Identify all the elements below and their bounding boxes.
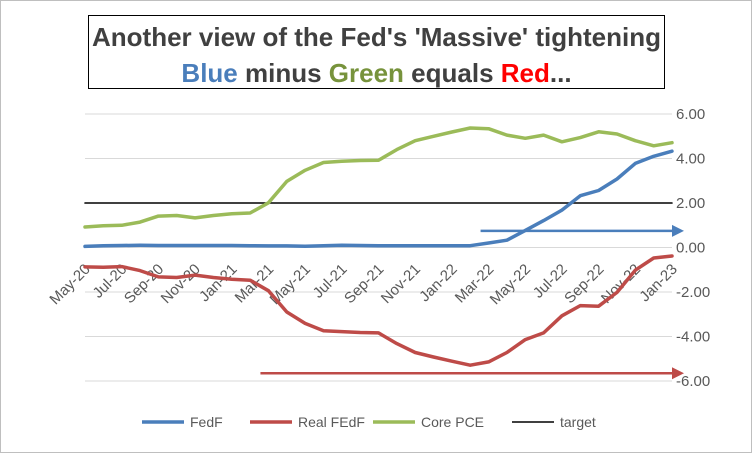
series-line-real-fedf bbox=[83, 254, 674, 367]
x-tick-label: Nov-20 bbox=[158, 261, 204, 307]
legend-label: FedF bbox=[190, 414, 223, 430]
y-tick-label: 4.00 bbox=[676, 151, 705, 168]
x-tick-label: Jan-23 bbox=[636, 261, 680, 305]
y-axis-ticks: -6.00 -4.00 -2.00 0.00 2.00 4.00 6.00 bbox=[676, 106, 710, 390]
y-tick-label: 6.00 bbox=[676, 106, 705, 123]
arrow-head bbox=[672, 367, 684, 380]
y-tick-label: -4.00 bbox=[676, 329, 710, 346]
arrow-head bbox=[672, 224, 684, 237]
subtitle-segment: Red bbox=[500, 58, 550, 88]
series-lines bbox=[83, 126, 674, 367]
annotation-arrows bbox=[260, 224, 684, 380]
y-tick-label: 0.00 bbox=[676, 240, 705, 257]
gridlines bbox=[85, 113, 672, 382]
legend-label: target bbox=[560, 414, 596, 430]
series-line-fedf bbox=[83, 149, 674, 249]
legend: FedF Real FEdF Core PCE target bbox=[142, 414, 596, 430]
x-tick-label: Sep-22 bbox=[561, 261, 607, 307]
x-axis-ticks: May-20Jul-20Sep-20Nov-20Jan-21Mar-21May-… bbox=[46, 261, 680, 308]
y-tick-label: -2.00 bbox=[676, 284, 710, 301]
y-tick-label: -6.00 bbox=[676, 373, 710, 390]
legend-label: Core PCE bbox=[421, 414, 484, 430]
x-tick-label: May-21 bbox=[267, 261, 314, 308]
subtitle-segment: ... bbox=[549, 58, 572, 88]
chart-title: Another view of the Fed's 'Massive' tigh… bbox=[92, 22, 661, 52]
subtitle-segment: Green bbox=[328, 58, 404, 88]
x-tick-label: Nov-21 bbox=[378, 261, 424, 307]
subtitle-segment: equals bbox=[403, 58, 501, 88]
y-tick-label: 2.00 bbox=[676, 195, 705, 212]
subtitle-segment: Blue bbox=[181, 58, 238, 88]
legend-label: Real FEdF bbox=[298, 414, 365, 430]
x-tick-label: Sep-21 bbox=[341, 261, 387, 307]
chart-title-box: Another view of the Fed's 'Massive' tigh… bbox=[88, 15, 665, 89]
chart-subtitle: Blue minus Green equals Red... bbox=[89, 58, 664, 89]
x-tick-label: Jan-22 bbox=[416, 261, 460, 305]
x-tick-label: Jan-21 bbox=[196, 261, 240, 305]
series-line-core-pce bbox=[83, 126, 674, 229]
subtitle-segment: minus bbox=[237, 58, 329, 88]
x-tick-label: May-22 bbox=[487, 261, 534, 308]
